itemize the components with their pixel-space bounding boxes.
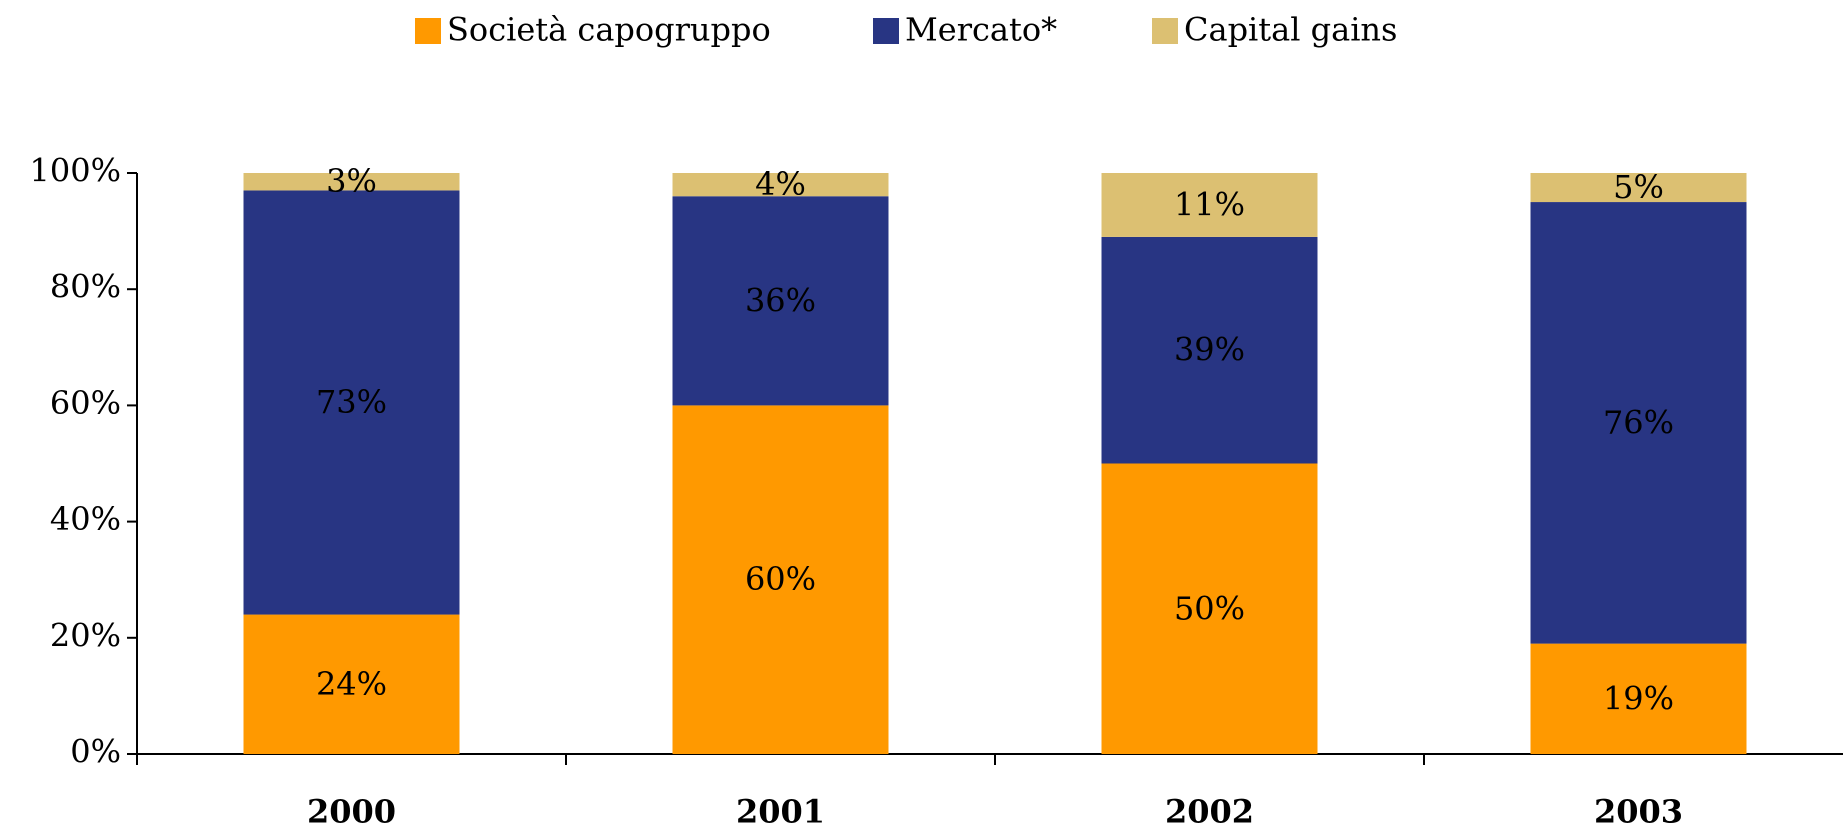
x-tick-label: 2000 xyxy=(307,793,396,831)
bar-segment xyxy=(243,190,460,615)
x-tick-label: 2003 xyxy=(1594,793,1683,831)
legend-label: Mercato* xyxy=(905,11,1057,49)
bar-segment xyxy=(1530,173,1747,203)
data-label: 24% xyxy=(316,665,387,703)
y-tick-label: 40% xyxy=(50,500,121,538)
x-tick-label: 2002 xyxy=(1165,793,1254,831)
bar-segment xyxy=(672,196,889,406)
legend-label: Capital gains xyxy=(1184,11,1397,49)
data-label: 5% xyxy=(1613,168,1664,206)
data-label: 50% xyxy=(1174,589,1245,627)
bar-segment xyxy=(1530,643,1747,754)
data-label: 3% xyxy=(326,162,377,200)
legend-label: Società capogruppo xyxy=(447,11,771,49)
bar-segment xyxy=(672,173,889,197)
legend-swatch xyxy=(415,18,441,44)
bar-segment xyxy=(672,405,889,754)
data-label: 36% xyxy=(745,281,816,319)
bar-segment xyxy=(243,173,460,191)
y-tick-label: 0% xyxy=(70,733,121,771)
data-label: 73% xyxy=(316,383,387,421)
data-label: 60% xyxy=(745,560,816,598)
y-tick-label: 60% xyxy=(50,384,121,422)
data-label: 76% xyxy=(1603,403,1674,441)
y-tick-label: 100% xyxy=(30,152,121,190)
legend-swatch xyxy=(873,18,899,44)
y-tick-label: 80% xyxy=(50,268,121,306)
bar-segment xyxy=(1101,463,1318,754)
bar-segment xyxy=(1101,173,1318,237)
bar-segment xyxy=(1530,202,1747,644)
legend-swatch xyxy=(1152,18,1178,44)
bar-segment xyxy=(1101,236,1318,464)
y-tick-label: 20% xyxy=(50,616,121,654)
x-tick-label: 2001 xyxy=(736,793,825,831)
data-label: 39% xyxy=(1174,331,1245,369)
data-label: 19% xyxy=(1603,679,1674,717)
data-label: 11% xyxy=(1174,185,1245,223)
bar-segment xyxy=(243,614,460,754)
data-label: 4% xyxy=(755,165,806,203)
